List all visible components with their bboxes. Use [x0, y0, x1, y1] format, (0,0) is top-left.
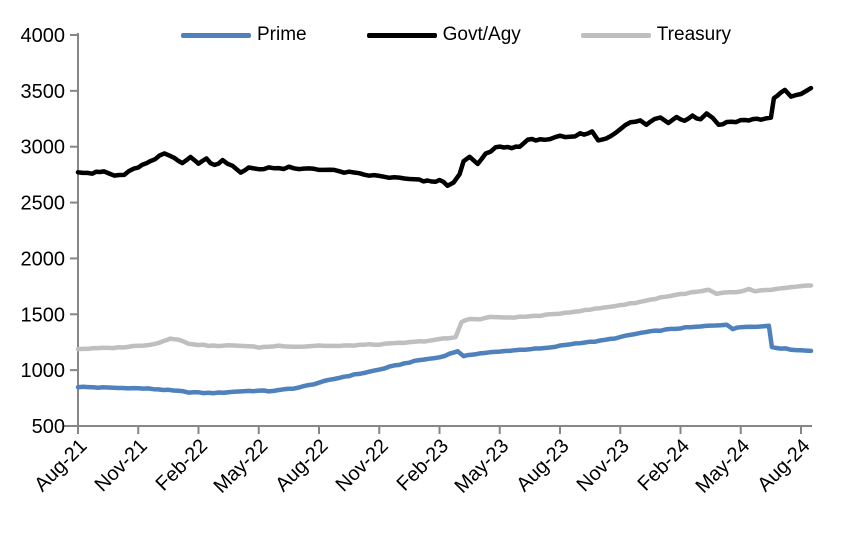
y-tick-label: 1500 [21, 304, 66, 326]
legend-label-prime: Prime [257, 24, 307, 45]
x-tick-label: Feb-23 [393, 435, 453, 495]
x-tick-label: May-22 [210, 435, 273, 498]
x-tick-label: May-23 [451, 435, 514, 498]
x-tick-label: Aug-24 [753, 435, 814, 496]
y-tick-label: 1000 [21, 360, 66, 382]
x-tick-label: Aug-23 [512, 435, 573, 496]
y-tick-label: 3500 [21, 81, 66, 103]
series-line-govt-agy [75, 85, 814, 189]
y-tick-label: 4000 [21, 25, 66, 47]
series-line-prime [75, 322, 814, 396]
chart-legend: Prime Govt/Agy Treasury [181, 24, 731, 46]
x-tick-label: Feb-22 [152, 435, 212, 495]
legend-item-govt-agy: Govt/Agy [366, 24, 521, 46]
y-tick-label: 500 [32, 416, 65, 438]
series-line-treasury [75, 283, 814, 352]
x-tick-label: Feb-24 [634, 435, 694, 495]
x-tick-label: Nov-23 [573, 435, 634, 496]
x-tick-label: May-24 [692, 435, 755, 498]
x-tick-label: Nov-22 [332, 435, 393, 496]
legend-swatch-treasury [580, 32, 651, 38]
legend-item-prime: Prime [181, 24, 307, 46]
y-tick-label: 3000 [21, 137, 66, 159]
legend-swatch-prime [181, 32, 251, 38]
y-tick-label: 2500 [21, 193, 66, 215]
x-tick-label: Aug-22 [271, 435, 332, 496]
legend-item-treasury: Treasury [580, 24, 732, 46]
x-tick-label: Aug-21 [30, 435, 91, 496]
legend-swatch-govt-agy [366, 32, 437, 38]
legend-label-treasury: Treasury [656, 24, 732, 45]
y-tick-label: 2000 [21, 248, 66, 270]
legend-label-govt-agy: Govt/Agy [442, 24, 521, 45]
x-tick-label: Nov-21 [91, 435, 152, 496]
